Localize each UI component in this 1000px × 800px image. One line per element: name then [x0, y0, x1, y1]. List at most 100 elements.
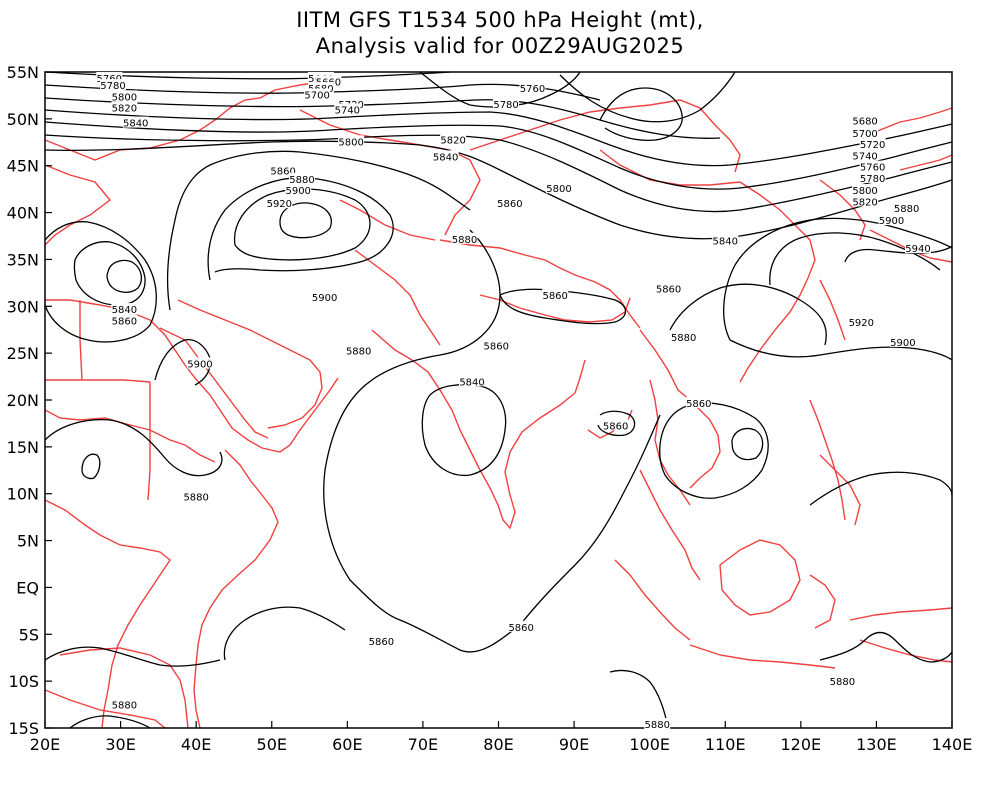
contour-label-background [542, 289, 569, 301]
lat-tick-label: 30N [7, 297, 39, 316]
contour-label-background [111, 90, 138, 102]
contour-label: 5860 [368, 634, 395, 648]
contour-label: 5940 [904, 242, 931, 255]
contour-label-text: 5920 [849, 318, 874, 329]
contour-label-text: 5860 [656, 284, 681, 295]
contour-label-background [483, 339, 510, 351]
contour-label-text: 5860 [603, 421, 628, 432]
contour-label-text: 5880 [289, 175, 314, 186]
contour-label-background [852, 149, 879, 161]
contour-label: 5860 [496, 197, 523, 210]
lat-tick-label: 25N [7, 344, 39, 363]
contour-label-text: 5900 [285, 186, 310, 197]
contour-label: 5880 [288, 172, 315, 186]
contour-label-text: 5780 [100, 81, 125, 92]
contour-label: 5800 [852, 184, 879, 197]
contour-label: 5900 [285, 184, 312, 197]
contour-label-background [493, 97, 520, 109]
contour-label-text: 5740 [852, 151, 877, 162]
contour-label: 5880 [893, 201, 920, 215]
contour-label-background [893, 201, 920, 213]
contour-label-text: 5840 [112, 305, 137, 316]
contour-label: 5760 [859, 160, 886, 174]
contour-label-background [345, 344, 372, 356]
lon-tick-label: 130E [856, 735, 897, 754]
lat-tick-label: EQ [16, 578, 39, 597]
contour-label-text: 5860 [686, 399, 711, 410]
contour-label-text: 5800 [112, 92, 137, 103]
contour-label: 5920 [266, 197, 293, 210]
lon-tick-label: 40E [181, 735, 211, 754]
lat-tick-label: 20N [7, 391, 39, 410]
contour-label-text: 5760 [520, 84, 545, 95]
contour-label-text: 5800 [338, 137, 363, 148]
contour-label: 5700 [304, 88, 331, 101]
lon-tick-label: 30E [105, 735, 135, 754]
contour-label: 5840 [111, 303, 138, 316]
lat-tick-label: 10N [7, 485, 39, 504]
contour-label-background [829, 675, 856, 687]
contour-label-text: 5920 [267, 199, 292, 210]
contour-label-background [852, 126, 879, 138]
contour-label-background [655, 282, 682, 294]
contour-label-background [712, 234, 739, 246]
contour-label-background [266, 197, 293, 209]
contour-label-background [100, 79, 127, 91]
contour-label: 5800 [545, 182, 572, 195]
lat-tick-label: 45N [7, 157, 39, 176]
contour-label-background [519, 81, 546, 93]
contour-label-text: 5800 [852, 186, 877, 197]
contour-label: 5800 [111, 90, 138, 103]
map-title-line-2: Analysis valid for 00Z29AUG2025 [315, 34, 685, 58]
contour-label-text: 5740 [335, 105, 360, 116]
contour-label-background [859, 160, 886, 172]
contour-label-background [315, 75, 342, 87]
lat-tick-label: 40N [7, 204, 39, 223]
lon-tick-label: 20E [30, 735, 60, 754]
lon-tick-label: 110E [705, 735, 746, 754]
contour-label-text: 5880 [183, 493, 208, 504]
contour-label: 5880 [644, 718, 671, 731]
contour-label-background [111, 303, 138, 315]
contour-label-background [122, 116, 149, 128]
contour-label-text: 5840 [123, 119, 148, 130]
contour-label-text: 5860 [270, 166, 295, 177]
contour-label-text: 5680 [852, 117, 877, 128]
contour-label-text: 5840 [433, 152, 458, 163]
contour-label: 5920 [848, 316, 875, 329]
contour-label-background [311, 290, 338, 302]
lon-tick-label: 90E [559, 735, 589, 754]
contour-label-background [685, 396, 712, 408]
contour-label-text: 5780 [493, 100, 518, 111]
contour-label-background [670, 331, 697, 343]
contour-label: 5880 [829, 675, 856, 688]
contour-label: 5860 [602, 419, 629, 432]
contour-label-background [644, 718, 671, 729]
contour-label-text: 5880 [671, 333, 696, 344]
contour-label-background [496, 197, 523, 209]
contour-label-text: 5860 [542, 291, 567, 302]
contour-label-text: 5880 [346, 346, 371, 357]
contour-label-text: 5880 [452, 235, 477, 246]
contour-label-text: 5820 [440, 135, 465, 146]
contour-label-background [338, 97, 365, 109]
contour-label: 5860 [508, 620, 535, 634]
contour-label-background [432, 150, 459, 162]
contour-label-background [307, 81, 334, 93]
contour-label-background [304, 88, 331, 100]
contour-label: 5680 [852, 114, 879, 128]
contour-label-text: 5860 [484, 342, 509, 353]
contour-label-background [111, 101, 138, 113]
contour-label: 5860 [685, 396, 712, 410]
contour-label-text: 5880 [644, 720, 669, 731]
lat-tick-label: 5N [17, 532, 39, 551]
axis-ticks: 20E 30E 40E 50E 60E 70E 80E 90E 100E 110E 120E 130E… [7, 63, 973, 754]
contour-label: 5860 [655, 282, 682, 295]
contour-label-text: 5700 [304, 90, 329, 101]
height-contours [44, 71, 953, 729]
contour-label-background [183, 490, 210, 502]
contour-label-background [904, 242, 931, 254]
contour-label-text: 5860 [508, 623, 533, 634]
contour-label-background [878, 214, 905, 226]
contour-label-background [852, 195, 879, 207]
